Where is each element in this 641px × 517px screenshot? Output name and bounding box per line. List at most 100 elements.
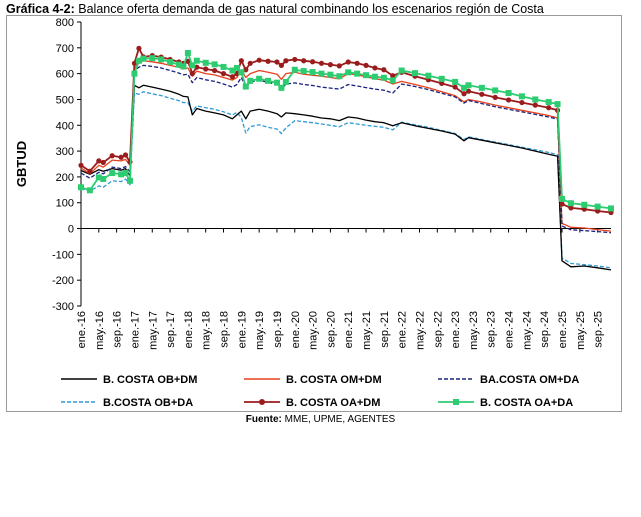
series-point: [158, 56, 165, 63]
x-tick-label: ene.-19: [236, 311, 248, 348]
series-point: [381, 67, 387, 73]
x-tick-label: sep.-24: [539, 311, 551, 348]
series-point: [109, 153, 115, 159]
series-point: [194, 64, 200, 70]
series-point: [519, 99, 525, 106]
series-point: [439, 80, 445, 87]
x-tick-label: may.-22: [414, 311, 426, 350]
figure-caption: Gráfica 4-2: Balance oferta demanda de g…: [6, 2, 636, 16]
series-point: [309, 69, 316, 76]
y-tick-label: -300: [52, 301, 74, 313]
legend-label: B. COSTA OA+DA: [480, 397, 573, 409]
series-point: [567, 200, 574, 207]
series-line: [80, 52, 612, 210]
series-point: [545, 99, 552, 106]
caption-text: Balance oferta demanda de gas natural co…: [78, 2, 544, 16]
series-point: [554, 101, 561, 108]
series-point: [492, 87, 499, 94]
series-point: [363, 72, 370, 79]
series-point: [278, 62, 285, 68]
series-point: [175, 61, 182, 68]
series-point: [568, 205, 574, 211]
series-point: [212, 67, 218, 74]
x-tick-label: sep.-18: [219, 311, 231, 348]
x-tick-label: may.-23: [468, 311, 480, 350]
series-point: [122, 170, 129, 177]
series-point: [438, 75, 445, 82]
series-point: [283, 58, 289, 64]
x-tick-label: sep.-16: [112, 311, 124, 348]
series-point: [78, 184, 84, 191]
series-point: [233, 64, 240, 71]
x-tick-label: sep.-19: [272, 311, 284, 348]
series-point: [96, 158, 102, 164]
series-point: [118, 154, 124, 160]
series-point: [238, 69, 245, 76]
series-point: [243, 67, 249, 73]
series-point: [109, 170, 116, 177]
series-point: [318, 70, 325, 77]
line-chart: -300 -200 -100 0 100 200 300 400 500 600 700 800 ene…: [14, 17, 614, 409]
x-tick-label: sep.-22: [432, 311, 444, 348]
series-point: [345, 69, 352, 76]
series-point: [189, 62, 196, 69]
series-point: [505, 90, 512, 96]
x-tick-label: may.-20: [308, 311, 320, 350]
series-point: [336, 63, 342, 69]
series-point: [126, 177, 133, 184]
y-tick-label: -100: [52, 249, 74, 261]
series-point: [185, 58, 191, 64]
series-point: [425, 72, 432, 79]
y-tick-label: 800: [56, 17, 74, 29]
series-point: [189, 71, 195, 77]
x-tick-label: ene.-20: [290, 311, 302, 348]
x-tick-label: ene.-23: [450, 311, 462, 348]
x-tick-label: sep.-23: [486, 311, 498, 348]
series-point: [478, 84, 485, 91]
series-point: [78, 162, 84, 168]
source-label: Fuente:: [245, 414, 282, 425]
y-tick-label: -200: [52, 275, 74, 287]
x-tick-label: may.-17: [147, 311, 159, 350]
source-text: MME, UPME, AGENTES: [284, 414, 396, 425]
y-tick-label: 700: [56, 43, 74, 55]
series-point: [180, 63, 187, 70]
series-point: [380, 74, 387, 81]
x-tick-label: may.-24: [521, 311, 533, 350]
x-tick-label: sep.-20: [325, 311, 337, 348]
series-point: [595, 208, 601, 214]
series-point: [363, 62, 369, 68]
x-tick-label: sep.-25: [593, 311, 605, 348]
series-point: [492, 94, 498, 100]
series-point: [135, 57, 142, 64]
series-point: [345, 59, 351, 65]
y-tick-label: 500: [56, 94, 74, 106]
legend-label: BA.COSTA OM+DA: [480, 374, 579, 386]
series-point: [122, 152, 129, 158]
series-point: [390, 73, 396, 79]
y-tick-label: 400: [56, 120, 74, 132]
series-point: [371, 73, 378, 80]
series-point: [479, 91, 485, 97]
x-tick-label: sep.-21: [379, 311, 391, 348]
series-point: [203, 66, 209, 72]
x-tick-label: may.-16: [94, 311, 106, 350]
series-point: [354, 60, 360, 66]
series-point: [389, 77, 396, 84]
series-point: [452, 78, 459, 85]
series-point: [327, 62, 334, 68]
legend-label: B. COSTA OM+DM: [286, 374, 382, 386]
source-note: Fuente: MME, UPME, AGENTES: [0, 414, 641, 425]
series-point: [256, 75, 263, 82]
series-point: [465, 88, 472, 94]
series-point: [238, 58, 244, 64]
series-point: [140, 55, 147, 62]
series-point: [461, 84, 468, 91]
x-tick-label: ene.-24: [504, 311, 516, 348]
legend-label: B. COSTA OB+DM: [103, 374, 197, 386]
x-tick-label: ene.-17: [129, 311, 141, 348]
y-tick-label: 200: [56, 172, 74, 184]
x-tick-label: ene.-22: [397, 311, 409, 348]
x-tick-label: may.-18: [201, 311, 213, 350]
series-point: [211, 61, 218, 68]
